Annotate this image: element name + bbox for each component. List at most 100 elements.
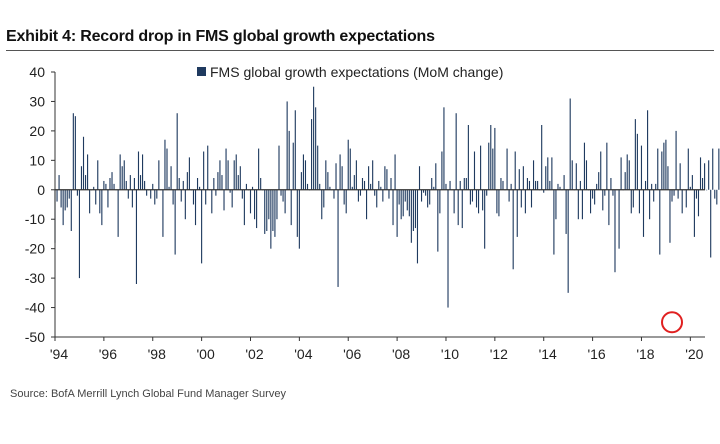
bar: [425, 189, 427, 196]
bar: [459, 180, 461, 190]
y-axis: -50 -40 -30 -20 -10 0 10 20 30 40: [25, 64, 55, 345]
bar: [93, 186, 95, 190]
bar: [624, 172, 626, 190]
bar: [520, 189, 522, 208]
bar: [567, 189, 569, 293]
bar: [231, 189, 233, 208]
bar: [290, 189, 292, 226]
bar: [319, 183, 321, 190]
bar: [343, 189, 345, 205]
bar: [679, 163, 681, 190]
bar: [268, 189, 270, 220]
bar: [449, 180, 451, 190]
bar: [366, 189, 368, 220]
bar: [704, 163, 706, 190]
bar: [516, 189, 518, 237]
bar: [390, 178, 392, 190]
bar: [337, 189, 339, 287]
bar: [378, 180, 380, 190]
y-tick-label: -30: [25, 270, 45, 286]
bar: [103, 180, 105, 190]
bar: [72, 113, 74, 190]
x-tick-label: '00: [196, 346, 214, 362]
bar-series: [54, 86, 720, 308]
bar: [518, 169, 520, 190]
bar: [370, 183, 372, 190]
bar: [280, 189, 282, 196]
bar: [62, 189, 64, 226]
bar: [182, 180, 184, 190]
bar: [543, 189, 545, 193]
bar: [323, 189, 325, 208]
bar: [315, 107, 317, 190]
bar: [502, 180, 504, 190]
y-tick-label: 30: [29, 93, 45, 109]
bar: [74, 116, 76, 190]
bar: [180, 189, 182, 202]
bar: [404, 189, 406, 202]
bar: [70, 189, 72, 231]
legend-label: FMS global growth expectations (MoM chan…: [210, 64, 503, 80]
x-axis: '94 '96 '98 '00 '02 '04 '06 '08 '10 '12 '14 '16 '18 '…: [50, 337, 704, 362]
bar: [677, 189, 679, 199]
bar: [522, 166, 524, 190]
bar: [353, 175, 355, 190]
y-tick-label: 0: [37, 182, 45, 198]
bar: [345, 189, 347, 214]
bar: [488, 142, 490, 190]
bar: [97, 160, 99, 190]
bar: [219, 160, 221, 190]
bar: [311, 119, 313, 190]
bar: [508, 189, 510, 202]
bar: [408, 189, 410, 217]
bar: [583, 142, 586, 190]
bar: [402, 189, 404, 217]
bar: [241, 189, 243, 199]
bar: [205, 189, 207, 205]
bar: [341, 166, 343, 190]
bar: [245, 183, 247, 190]
bar: [541, 125, 543, 190]
y-tick-label: -20: [25, 241, 45, 257]
bar: [484, 189, 486, 249]
bar: [423, 189, 425, 193]
x-tick-label: '20: [685, 346, 703, 362]
bar: [510, 183, 512, 190]
bar: [56, 189, 58, 202]
bar: [162, 189, 164, 237]
bar: [174, 189, 176, 255]
bar: [158, 160, 160, 190]
bar: [429, 189, 431, 205]
bar: [199, 186, 201, 190]
bar: [258, 148, 260, 190]
x-tick-label: '94: [50, 346, 68, 362]
bar: [194, 189, 197, 226]
bar: [657, 148, 659, 190]
y-tick-label: 20: [29, 123, 45, 139]
bar: [282, 189, 284, 202]
bar: [192, 189, 195, 205]
bar: [565, 189, 567, 234]
bar: [642, 189, 645, 237]
bar: [490, 125, 492, 190]
bar: [697, 189, 700, 217]
bar: [142, 154, 144, 190]
bar: [288, 130, 290, 190]
bar: [653, 189, 655, 202]
bar: [313, 86, 315, 190]
bar: [478, 189, 480, 214]
bar: [708, 160, 710, 190]
bar: [585, 160, 588, 190]
bar: [644, 180, 647, 190]
bar: [669, 189, 671, 243]
bar: [392, 189, 394, 226]
bar: [172, 189, 174, 205]
bar: [555, 189, 557, 220]
bar: [87, 154, 89, 190]
bar: [443, 107, 445, 190]
bar: [681, 189, 683, 214]
x-tick-label: '96: [99, 346, 117, 362]
page-title: Exhibit 4: Record drop in FMS global gro…: [6, 28, 435, 45]
bar: [649, 189, 651, 220]
bar: [119, 154, 121, 190]
